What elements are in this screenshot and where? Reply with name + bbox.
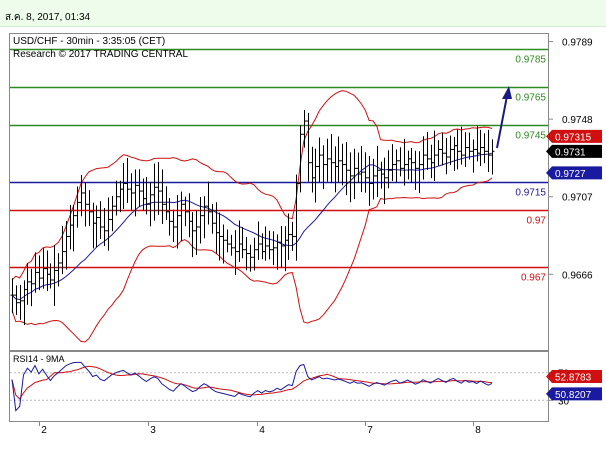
x-tick-label: 8 — [475, 425, 481, 436]
lower-band-line — [11, 177, 493, 343]
upper-band-line — [11, 90, 493, 281]
rsi-value-tag-label: 50.8207 — [555, 390, 592, 401]
rsi-ma-value-tag-label: 52.8783 — [555, 373, 592, 384]
rsi-title: RSI14 - 9MA — [13, 354, 65, 364]
moving-average-price-tag-label: 0.9727 — [555, 169, 586, 180]
level-label: 0.9765 — [515, 93, 546, 104]
rsi-plot-frame — [9, 351, 549, 422]
y-tick-label: 0.9707 — [562, 193, 593, 204]
moving-average-price-tag-flag — [546, 166, 602, 180]
upper-band-price-tag-label: 0.97315 — [555, 132, 592, 143]
main-plot-frame — [9, 33, 549, 351]
y-tick-label: 0.9789 — [562, 38, 593, 49]
rsi-ma-value-tag-flag — [546, 370, 602, 384]
last-price-tag-flag — [546, 144, 602, 158]
moving-average-line — [11, 152, 493, 301]
level-label: 0.9785 — [515, 55, 546, 66]
x-tick-label: 4 — [259, 425, 265, 436]
x-tick-label: 3 — [150, 425, 156, 436]
level-label: 0.9745 — [515, 131, 546, 142]
top-status-bar: ส.ค. 8, 2017, 01:34 — [0, 0, 606, 27]
date-time-label: ส.ค. 8, 2017, 01:34 — [5, 12, 91, 23]
forecast-arrow — [496, 86, 512, 149]
upper-band-price-tag-flag — [546, 129, 602, 143]
rsi-value-tag-flag — [546, 387, 602, 401]
last-price-tag-label: 0.9731 — [555, 147, 586, 158]
rsi-y-tick-label: 30 — [558, 396, 570, 407]
level-label: 0.97 — [527, 216, 547, 227]
chart-title: USD/CHF - 30min - 3:35:05 (CET) — [13, 36, 165, 47]
y-tick-label: 0.9748 — [562, 115, 593, 126]
y-tick-label: 0.9666 — [562, 270, 593, 281]
chart-subtitle: Research © 2017 TRADING CENTRAL — [13, 49, 188, 60]
level-label: 0.9715 — [515, 188, 546, 199]
rsi-line — [11, 361, 493, 412]
x-tick-label: 2 — [41, 425, 47, 436]
level-label: 0.967 — [521, 273, 546, 284]
x-tick-label: 7 — [367, 425, 373, 436]
